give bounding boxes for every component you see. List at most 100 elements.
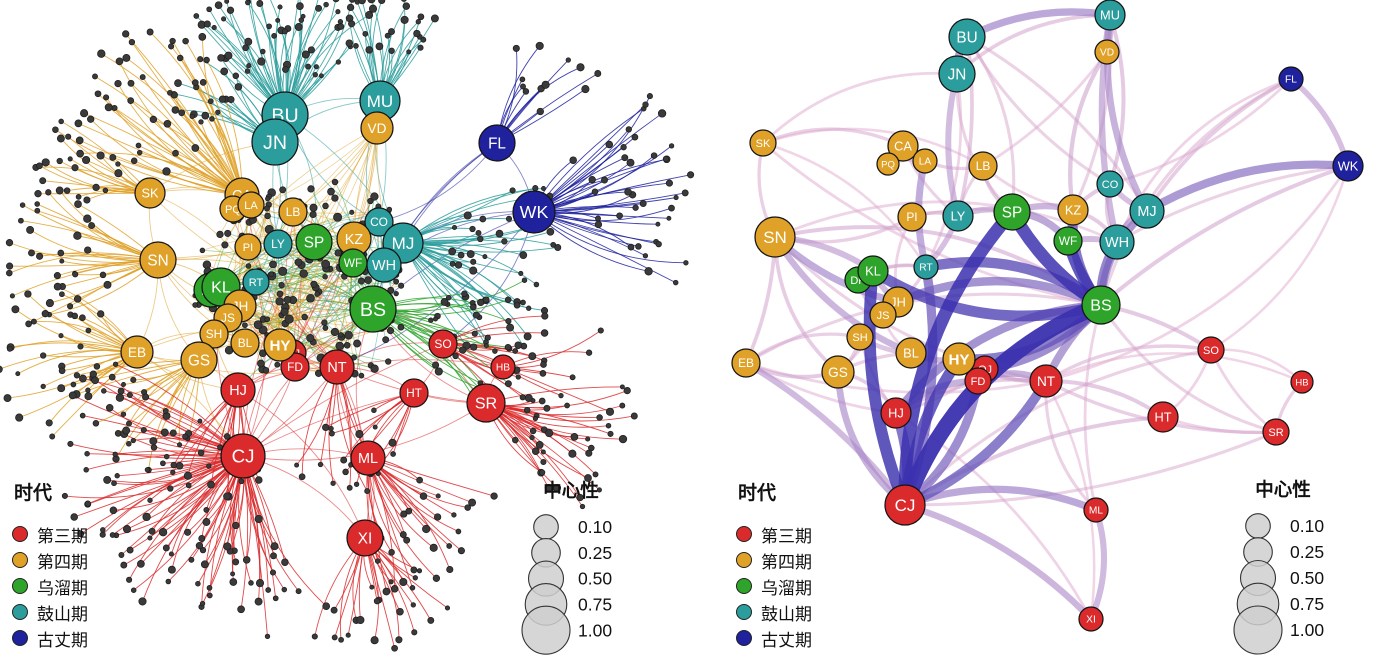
weighted-edge: [1044, 344, 1213, 383]
leaf-node: [67, 440, 74, 447]
node-SH-left[interactable]: [199, 319, 229, 349]
node-JS-right[interactable]: [869, 301, 897, 329]
node-GS-right[interactable]: [821, 355, 855, 389]
node-NT-left[interactable]: [319, 349, 355, 385]
node-HY-right[interactable]: [942, 342, 976, 376]
node-MU-right[interactable]: [1094, 0, 1126, 31]
node-BS-right[interactable]: [1081, 285, 1121, 325]
node-GS-left[interactable]: [180, 341, 218, 379]
node-HB-right[interactable]: [1290, 370, 1314, 394]
leaf-node: [162, 408, 169, 414]
node-SO-left[interactable]: [428, 329, 458, 359]
node-FD-right[interactable]: [964, 367, 992, 395]
leaf-node: [668, 204, 675, 212]
node-CJ-left[interactable]: [220, 433, 266, 479]
leaf-node: [585, 449, 593, 457]
node-WK-right[interactable]: [1332, 150, 1364, 182]
node-FL-right[interactable]: [1278, 66, 1304, 92]
leaf-node: [558, 392, 564, 399]
node-CJ-right[interactable]: [884, 484, 926, 526]
node-HT-left[interactable]: [399, 378, 429, 408]
node-WF-right[interactable]: [1053, 226, 1083, 256]
leaf-node: [639, 200, 647, 207]
node-PI-right[interactable]: [897, 202, 927, 232]
node-RT-right[interactable]: [913, 254, 939, 280]
node-LY-left[interactable]: [263, 229, 293, 259]
leaf-node: [109, 532, 116, 538]
node-BS-left[interactable]: [349, 285, 397, 333]
era-legend-title: 时代: [738, 483, 777, 504]
node-XI-right[interactable]: [1078, 606, 1104, 632]
node-ML-right[interactable]: [1083, 497, 1109, 523]
node-ML-left[interactable]: [350, 440, 386, 476]
node-HJ-left[interactable]: [220, 372, 256, 408]
leaf-node: [122, 53, 131, 62]
node-BU-right[interactable]: [948, 18, 986, 56]
node-PI-left[interactable]: [234, 233, 262, 261]
node-RT-left[interactable]: [242, 268, 270, 296]
node-KZ-right[interactable]: [1057, 194, 1089, 226]
node-WH-left[interactable]: [366, 247, 402, 283]
node-CO-left[interactable]: [364, 207, 394, 237]
node-LB-left[interactable]: [278, 197, 308, 227]
node-SH-right[interactable]: [846, 323, 874, 351]
leaf-node: [569, 374, 576, 381]
node-WH-right[interactable]: [1099, 224, 1135, 260]
leaf-node: [30, 318, 37, 325]
node-HJ-right[interactable]: [880, 397, 912, 429]
node-KL-right[interactable]: [857, 255, 889, 287]
node-EB-right[interactable]: [731, 348, 761, 378]
leaf-node: [388, 47, 395, 54]
node-PQ-right[interactable]: [876, 152, 900, 176]
leaf-node: [642, 253, 649, 259]
leaf-node: [650, 152, 658, 159]
leaf-node: [75, 194, 82, 200]
node-HT-right[interactable]: [1147, 401, 1179, 433]
node-HB-left[interactable]: [490, 354, 516, 380]
node-LB-right[interactable]: [968, 151, 998, 181]
leaf-edge: [105, 97, 243, 196]
node-VD-right[interactable]: [1094, 39, 1120, 65]
leaf-node: [452, 352, 459, 360]
node-SP-left[interactable]: [295, 223, 333, 261]
node-JN-left[interactable]: [251, 118, 299, 166]
node-FD-left[interactable]: [280, 352, 310, 382]
node-NT-right[interactable]: [1029, 364, 1063, 398]
leaf-node: [644, 267, 653, 276]
node-SO-right[interactable]: [1197, 336, 1225, 364]
node-EB-left[interactable]: [120, 335, 154, 369]
leaf-node: [127, 97, 135, 104]
node-LA-right[interactable]: [912, 148, 938, 174]
leaf-node: [345, 39, 354, 47]
leaf-edge: [533, 113, 663, 213]
node-label-KL-right: KL: [865, 263, 881, 278]
node-CO-right[interactable]: [1096, 170, 1124, 198]
node-XI-left[interactable]: [346, 519, 384, 557]
leaf-node: [198, 33, 207, 41]
leaf-node: [668, 143, 675, 149]
node-LA-left[interactable]: [237, 191, 265, 219]
node-SK-right[interactable]: [749, 129, 777, 157]
node-SP-right[interactable]: [993, 193, 1031, 231]
node-SN-left[interactable]: [139, 241, 177, 279]
node-BL-left[interactable]: [230, 328, 260, 358]
node-WK-left[interactable]: [512, 190, 556, 234]
node-SR-right[interactable]: [1262, 418, 1290, 446]
leaf-node: [115, 161, 121, 167]
node-SK-left[interactable]: [134, 177, 166, 209]
center-dot: [385, 358, 392, 365]
node-VD-left[interactable]: [360, 111, 394, 145]
node-BL-right[interactable]: [895, 337, 927, 369]
leaf-node: [275, 17, 281, 23]
node-CA-right[interactable]: [887, 130, 919, 162]
node-LY-right[interactable]: [942, 200, 974, 232]
node-SN-right[interactable]: [754, 216, 796, 258]
node-FL-left[interactable]: [478, 124, 516, 162]
node-SR-left[interactable]: [466, 383, 506, 423]
node-MJ-right[interactable]: [1129, 193, 1165, 229]
legend-item-label: 古丈期: [761, 630, 812, 650]
node-JN-right[interactable]: [938, 55, 976, 93]
node-HY-left[interactable]: [263, 328, 297, 362]
leaf-node: [105, 404, 114, 412]
